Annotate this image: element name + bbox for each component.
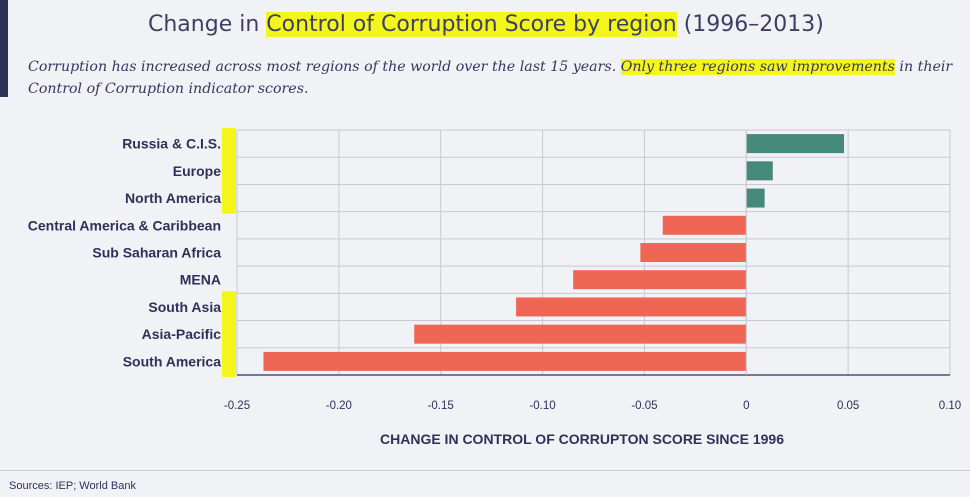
bar: [746, 134, 845, 154]
bar: [640, 243, 747, 262]
title-highlight: Control of Corruption Score by region: [266, 12, 677, 37]
x-tick-label: 0.05: [837, 400, 859, 412]
x-tick-label: 0: [743, 400, 749, 412]
highlight-mark: [222, 182, 236, 214]
sources-note: Sources: IEP; World Bank: [9, 480, 136, 492]
bar: [662, 215, 747, 235]
accent-bar: [0, 0, 8, 97]
highlight-mark: [222, 128, 236, 160]
title-suffix: (1996–2013): [676, 12, 824, 37]
x-tick-label: -0.20: [326, 400, 352, 412]
subtitle-ending: in their Control of Corruption indicator…: [28, 59, 953, 97]
highlight-mark: [222, 155, 236, 187]
category-label: Europe: [173, 163, 221, 179]
chart-highlight-marks: [222, 128, 236, 377]
chart-bars: [263, 130, 845, 375]
category-label: Sub Saharan Africa: [92, 245, 221, 261]
chart-title: Change in Control of Corruption Score by…: [148, 12, 824, 37]
chart-subtitle: Corruption has increased across most reg…: [28, 56, 968, 100]
tick-labels: -0.25 -0.20 -0.15 -0.10 -0.05 0 0.05 0.10: [224, 400, 961, 412]
highlight-mark: [222, 291, 236, 323]
category-label: Central America & Caribbean: [28, 217, 221, 233]
x-axis-title: CHANGE IN CONTROL OF CORRUPTON SCORE SIN…: [380, 431, 784, 447]
category-label: Asia-Pacific: [142, 326, 222, 342]
subtitle-highlight: Only three regions saw improvements: [620, 59, 895, 75]
highlight-mark: [222, 318, 236, 350]
highlight-mark: [222, 345, 236, 377]
category-labels: Russia & C.I.S. Europe North America Centra…: [28, 136, 221, 370]
category-label: Russia & C.I.S.: [122, 136, 221, 152]
bar: [414, 324, 747, 344]
footer-divider: [0, 470, 970, 471]
category-label: South America: [123, 353, 221, 369]
title-prefix: Change in: [148, 12, 267, 37]
x-tick-label: 0.10: [939, 400, 961, 412]
bar: [746, 161, 773, 181]
bar-chart: Russia & C.I.S. Europe North America Centra…: [28, 128, 961, 447]
bar: [263, 351, 747, 371]
category-label: North America: [125, 190, 221, 206]
bar: [573, 270, 747, 290]
category-label: South Asia: [148, 299, 221, 315]
x-tick-label: -0.10: [529, 400, 555, 412]
x-tick-label: -0.15: [428, 400, 454, 412]
chart-grid: [236, 129, 951, 376]
subtitle-text: Corruption has increased across most reg…: [28, 59, 621, 75]
bar: [516, 297, 747, 317]
category-label: MENA: [180, 272, 221, 288]
x-tick-label: -0.25: [224, 400, 250, 412]
bar: [746, 188, 765, 208]
x-tick-label: -0.05: [631, 400, 657, 412]
